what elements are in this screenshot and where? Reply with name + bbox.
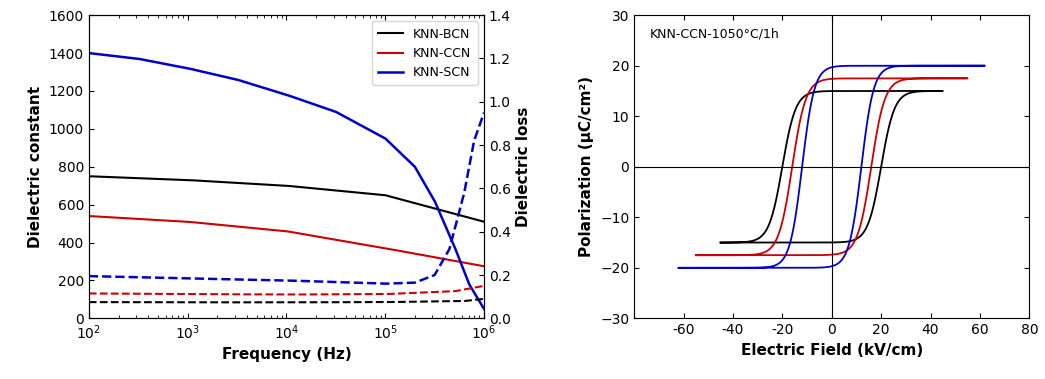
Y-axis label: Dielectric constant: Dielectric constant — [28, 86, 43, 248]
X-axis label: Electric Field (kV/cm): Electric Field (kV/cm) — [741, 343, 923, 358]
Text: KNN-CCN-1050°C/1h: KNN-CCN-1050°C/1h — [650, 27, 780, 40]
Legend: KNN-BCN, KNN-CCN, KNN-SCN: KNN-BCN, KNN-CCN, KNN-SCN — [372, 21, 478, 85]
X-axis label: Frequency (Hz): Frequency (Hz) — [222, 348, 351, 362]
Y-axis label: Dielectric loss: Dielectric loss — [516, 106, 532, 227]
Y-axis label: Polarization (μC/cm²): Polarization (μC/cm²) — [580, 76, 595, 257]
